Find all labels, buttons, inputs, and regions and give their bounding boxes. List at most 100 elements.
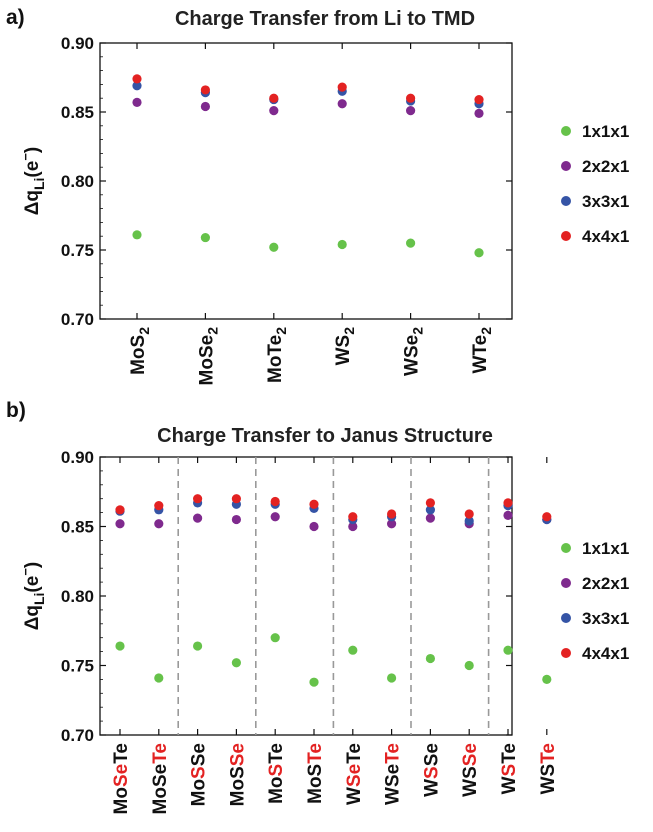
x-category-label: WSSe bbox=[421, 743, 442, 797]
x-category-label: MoS2 bbox=[128, 327, 152, 375]
data-point-4x4x1 bbox=[132, 74, 142, 84]
y-tick-label: 0.90 bbox=[61, 34, 94, 53]
data-point-4x4x1 bbox=[200, 85, 210, 95]
legend-marker bbox=[561, 543, 571, 553]
panel-a-categories: MoS2 MoSe2 MoTe2 WS2 WSe2 WTe2 bbox=[128, 327, 494, 386]
data-point-1x1x1 bbox=[269, 242, 279, 252]
svg-text:WS2: WS2 bbox=[333, 327, 357, 366]
data-point-2x2x1 bbox=[387, 519, 397, 529]
svg-text:MoSTe: MoSTe bbox=[266, 743, 287, 804]
data-point-1x1x1 bbox=[542, 674, 552, 685]
x-category-label: MoSeTe bbox=[150, 743, 171, 814]
y-tick-label: 0.85 bbox=[61, 103, 94, 122]
data-point-2x2x1 bbox=[337, 99, 347, 109]
data-point-4x4x1 bbox=[309, 499, 319, 509]
legend-item: 4x4x1 bbox=[561, 644, 629, 663]
svg-text:ΔqLi(e−): ΔqLi(e−) bbox=[18, 562, 47, 631]
data-point-2x2x1 bbox=[348, 521, 358, 532]
data-point-4x4x1 bbox=[406, 93, 416, 103]
panel-b: b) Charge Transfer to Janus Structure Δq… bbox=[6, 399, 629, 814]
legend-marker bbox=[561, 578, 571, 588]
data-point-2x2x1 bbox=[200, 101, 210, 112]
y-tick-label: 0.80 bbox=[61, 587, 94, 606]
y-tick-label: 0.70 bbox=[61, 726, 94, 745]
data-point-1x1x1 bbox=[309, 677, 319, 687]
legend-marker bbox=[561, 126, 571, 136]
svg-text:MoSSe: MoSSe bbox=[227, 743, 248, 806]
data-point-2x2x1 bbox=[193, 513, 203, 523]
svg-text:MoTe2: MoTe2 bbox=[265, 327, 289, 383]
panel-b-group-separators bbox=[177, 457, 490, 735]
panel-b-categories: MoSeTe MoSeTe MoSSe MoSSe MoSTe MoSTe WSeTe WSe… bbox=[111, 743, 559, 814]
x-category-label: WSeTe bbox=[344, 743, 365, 805]
legend-item: 3x3x1 bbox=[561, 609, 629, 628]
svg-text:WTe2: WTe2 bbox=[470, 327, 494, 374]
data-point-4x4x1 bbox=[542, 512, 552, 522]
data-point-1x1x1 bbox=[348, 645, 358, 655]
panel-b-title: Charge Transfer to Janus Structure bbox=[157, 425, 493, 447]
data-point-2x2x1 bbox=[309, 521, 319, 532]
data-point-4x4x1 bbox=[503, 498, 513, 508]
data-point-4x4x1 bbox=[337, 82, 347, 92]
data-point-2x2x1 bbox=[231, 514, 241, 525]
data-point-4x4x1 bbox=[193, 494, 203, 504]
y-tick-label: 0.80 bbox=[61, 172, 94, 191]
legend-item: 2x2x1 bbox=[561, 157, 629, 176]
legend-label: 1x1x1 bbox=[582, 539, 629, 558]
legend-label: 2x2x1 bbox=[582, 574, 629, 593]
legend-label: 3x3x1 bbox=[582, 609, 629, 628]
legend-marker bbox=[561, 161, 571, 171]
y-tick-label: 0.85 bbox=[61, 518, 94, 537]
svg-text:WSeTe: WSeTe bbox=[383, 743, 404, 805]
data-point-2x2x1 bbox=[132, 97, 142, 107]
panel-a-title: Charge Transfer from Li to TMD bbox=[175, 8, 475, 30]
legend-marker bbox=[561, 231, 571, 241]
data-point-1x1x1 bbox=[425, 653, 435, 664]
y-tick-label: 0.75 bbox=[61, 657, 94, 676]
svg-text:MoSTe: MoSTe bbox=[305, 743, 326, 804]
data-point-2x2x1 bbox=[269, 106, 279, 116]
x-category-label: MoSe2 bbox=[196, 327, 220, 386]
svg-text:ΔqLi(e−): ΔqLi(e−) bbox=[18, 147, 47, 216]
data-point-1x1x1 bbox=[474, 248, 484, 258]
data-point-1x1x1 bbox=[200, 232, 210, 243]
x-category-label: WSTe bbox=[538, 743, 559, 794]
panel-a-ylabel: ΔqLi(e−) bbox=[18, 147, 47, 216]
panel-a-label: a) bbox=[6, 6, 25, 29]
x-category-label: WSSe bbox=[460, 743, 481, 797]
data-point-4x4x1 bbox=[464, 509, 474, 519]
data-point-1x1x1 bbox=[193, 641, 203, 651]
panel-b-plot-frame bbox=[99, 456, 513, 736]
svg-text:MoSSe: MoSSe bbox=[189, 743, 210, 806]
panel-b-points bbox=[115, 494, 552, 687]
panel-b-ylabel: ΔqLi(e−) bbox=[18, 562, 47, 631]
legend-label: 4x4x1 bbox=[582, 644, 629, 663]
legend-item: 1x1x1 bbox=[561, 539, 629, 558]
legend-marker bbox=[561, 648, 571, 658]
data-point-4x4x1 bbox=[269, 93, 279, 103]
data-point-1x1x1 bbox=[337, 239, 347, 250]
panel-b-label: b) bbox=[6, 399, 26, 422]
panel-a-y-axis: 0.70 0.75 0.80 0.85 0.90 bbox=[61, 34, 512, 329]
x-category-label: WSTe bbox=[499, 743, 520, 794]
data-point-1x1x1 bbox=[387, 673, 397, 683]
svg-text:WSTe: WSTe bbox=[499, 743, 520, 794]
data-point-2x2x1 bbox=[154, 519, 164, 529]
svg-text:WSSe: WSSe bbox=[421, 743, 442, 797]
data-point-2x2x1 bbox=[503, 510, 513, 520]
panel-b-y-axis: 0.70 0.75 0.80 0.85 0.90 bbox=[61, 448, 548, 745]
data-point-3x3x1 bbox=[132, 81, 142, 91]
data-point-4x4x1 bbox=[270, 496, 280, 507]
legend-marker bbox=[561, 196, 571, 206]
y-tick-label: 0.70 bbox=[61, 310, 94, 329]
data-point-2x2x1 bbox=[115, 519, 125, 529]
data-point-4x4x1 bbox=[154, 501, 164, 511]
data-point-3x3x1 bbox=[464, 516, 474, 526]
data-point-1x1x1 bbox=[464, 660, 474, 671]
legend-item: 3x3x1 bbox=[561, 192, 629, 211]
x-category-label: WSe2 bbox=[402, 327, 426, 376]
svg-text:MoSeTe: MoSeTe bbox=[111, 743, 132, 814]
y-tick-label: 0.75 bbox=[61, 241, 94, 260]
legend-item: 4x4x1 bbox=[561, 227, 629, 246]
legend-label: 4x4x1 bbox=[582, 227, 629, 246]
